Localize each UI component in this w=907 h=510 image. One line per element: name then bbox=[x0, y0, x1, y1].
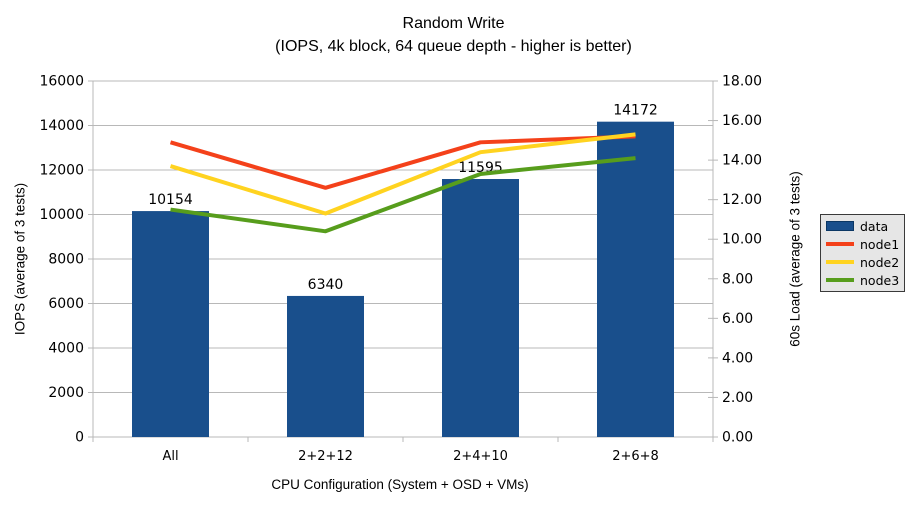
right-axis-tick-label: 16.00 bbox=[722, 113, 762, 129]
legend-swatch-node1 bbox=[826, 242, 854, 246]
legend-item-node2: node2 bbox=[826, 255, 899, 270]
legend-swatch-node2 bbox=[826, 260, 854, 264]
left-axis-tick-label: 12000 bbox=[39, 163, 84, 179]
bar-data bbox=[287, 295, 364, 437]
right-axis-tick-label: 0.00 bbox=[722, 430, 753, 446]
left-axis-tick-label: 8000 bbox=[48, 252, 84, 268]
line-node1 bbox=[169, 134, 636, 190]
bar-data bbox=[132, 211, 209, 437]
right-axis-tick-label: 6.00 bbox=[722, 311, 753, 327]
bar-value-label: 6340 bbox=[308, 277, 344, 293]
legend-label-node2: node2 bbox=[860, 254, 900, 270]
left-axis-tick-label: 6000 bbox=[48, 296, 84, 312]
legend-item-data: data bbox=[826, 219, 899, 234]
legend-label-node3: node3 bbox=[860, 272, 900, 288]
left-axis-tick-label: 2000 bbox=[48, 385, 84, 401]
category-label: 2+4+10 bbox=[453, 449, 508, 464]
legend-label-data: data bbox=[860, 218, 889, 234]
legend-item-node3: node3 bbox=[826, 273, 899, 288]
left-axis-tick-label: 0 bbox=[75, 430, 84, 446]
bar-value-label: 10154 bbox=[148, 192, 193, 208]
category-label: 2+2+12 bbox=[298, 449, 353, 464]
legend-swatch-node3 bbox=[826, 278, 854, 282]
x-axis-title: CPU Configuration (System + OSD + VMs) bbox=[271, 477, 529, 492]
left-axis-tick-label: 10000 bbox=[39, 207, 84, 223]
category-label: All bbox=[162, 449, 178, 464]
bar-value-label: 14172 bbox=[613, 103, 658, 119]
legend-item-node1: node1 bbox=[826, 237, 899, 252]
chart-title-block: Random Write (IOPS, 4k block, 64 queue d… bbox=[0, 12, 907, 58]
left-axis-tick-label: 16000 bbox=[39, 74, 84, 90]
bar-data bbox=[442, 179, 519, 438]
line-node2 bbox=[169, 132, 636, 216]
chart-title: Random Write bbox=[402, 15, 505, 32]
right-axis-tick-label: 2.00 bbox=[722, 390, 753, 406]
category-label: 2+6+8 bbox=[612, 449, 659, 464]
line-node3 bbox=[170, 156, 636, 234]
right-axis-tick-label: 4.00 bbox=[722, 350, 753, 366]
bar-data bbox=[597, 121, 674, 437]
left-axis-tick-label: 4000 bbox=[48, 341, 84, 357]
right-axis-tick-label: 12.00 bbox=[722, 192, 762, 208]
right-axis-tick-label: 10.00 bbox=[722, 232, 762, 248]
legend-swatch-data bbox=[826, 221, 854, 231]
right-axis-tick-label: 18.00 bbox=[722, 74, 762, 90]
left-axis-tick-label: 14000 bbox=[39, 118, 84, 134]
legend-label-node1: node1 bbox=[860, 236, 900, 252]
chart-subtitle: (IOPS, 4k block, 64 queue depth - higher… bbox=[275, 38, 632, 55]
right-axis-tick-label: 14.00 bbox=[722, 153, 762, 169]
legend: data node1 node2 node3 bbox=[820, 214, 905, 292]
right-axis-tick-label: 8.00 bbox=[722, 271, 753, 287]
